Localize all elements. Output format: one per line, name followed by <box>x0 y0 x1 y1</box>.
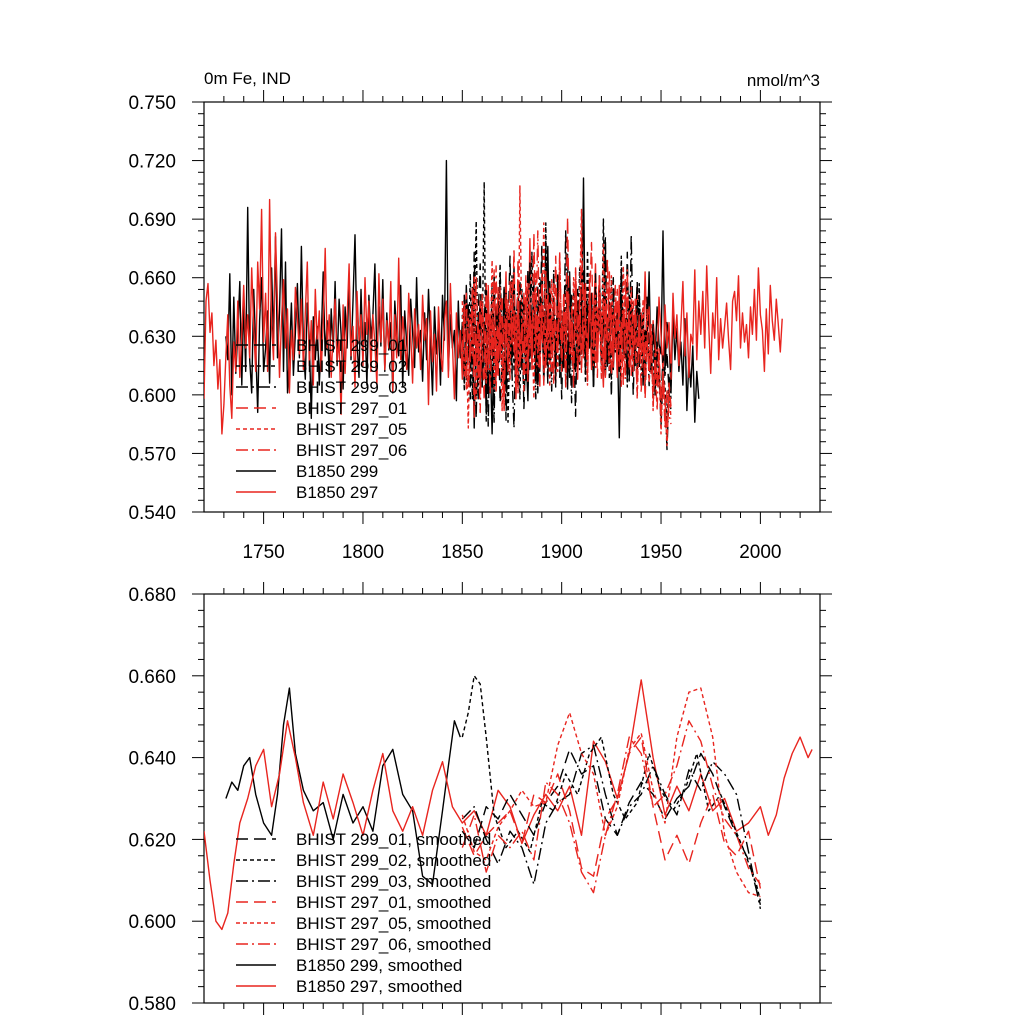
chart-title: 0m Fe, IND <box>204 69 291 88</box>
series-line <box>461 736 762 889</box>
y-tick-label: 0.660 <box>128 667 176 688</box>
chart-panel-bottom: 0.580 0.600 0.620 0.640 0.660 0.680 BHIST 299_… <box>128 582 832 1015</box>
y-tick-label: 0.680 <box>128 585 176 606</box>
legend-label: B1850 297 <box>296 483 378 502</box>
legend-label: B1850 297, smoothed <box>296 977 462 996</box>
series-line <box>461 748 762 905</box>
series-line <box>461 230 672 429</box>
y-tick-label: 0.750 <box>128 93 176 114</box>
y-tick-label: 0.570 <box>128 444 176 465</box>
legend-label: BHIST 299_01, smoothed <box>296 830 491 849</box>
legend-label: B1850 299, smoothed <box>296 956 462 975</box>
legend-label: BHIST 299_03 <box>296 378 407 397</box>
chart-units: nmol/m^3 <box>747 71 820 90</box>
x-tick-label: 1850 <box>441 542 483 563</box>
x-tick-label: 1900 <box>541 542 583 563</box>
y-tick-label: 0.640 <box>128 749 176 770</box>
legend-label: BHIST 297_05, smoothed <box>296 914 491 933</box>
x-tick-label: 2000 <box>739 542 781 563</box>
y-tick-label: 0.600 <box>128 912 176 933</box>
series-line <box>461 744 762 910</box>
legend-label: BHIST 299_02 <box>296 357 407 376</box>
legend-label: BHIST 299_01 <box>296 336 407 355</box>
y-tick-label: 0.630 <box>128 327 176 348</box>
legend-label: BHIST 297_01 <box>296 399 407 418</box>
legend-label: BHIST 297_06, smoothed <box>296 935 491 954</box>
series-line <box>204 679 813 931</box>
legend-label: BHIST 297_06 <box>296 441 407 460</box>
y-tick-label: 0.660 <box>128 269 176 290</box>
y-tick-label: 0.540 <box>128 503 176 524</box>
series-line <box>461 185 672 447</box>
series-line <box>461 675 762 901</box>
legend-label: BHIST 299_02, smoothed <box>296 851 491 870</box>
chart-panel-top: 0m Fe, IND nmol/m^3 0.540 0.570 0.600 0.630… <box>128 69 832 563</box>
x-tick-label: 1750 <box>242 542 284 563</box>
legend-label: BHIST 299_03, smoothed <box>296 872 491 891</box>
legend-label: BHIST 297_05 <box>296 420 407 439</box>
x-tick-label: 1950 <box>640 542 682 563</box>
y-tick-label: 0.690 <box>128 210 176 231</box>
legend-label: BHIST 297_01, smoothed <box>296 893 491 912</box>
x-tick-label: 1800 <box>342 542 384 563</box>
legend-label: B1850 299 <box>296 462 378 481</box>
y-tick-label: 0.620 <box>128 830 176 851</box>
y-tick-label: 0.720 <box>128 152 176 173</box>
series-line <box>461 687 761 898</box>
y-tick-label: 0.580 <box>128 994 176 1015</box>
y-tick-label: 0.600 <box>128 386 176 407</box>
series-line <box>225 687 461 886</box>
series-line <box>461 216 672 439</box>
plot-frame-top <box>203 101 821 513</box>
series-line <box>461 720 761 894</box>
plot-frame-bottom <box>203 593 821 1004</box>
